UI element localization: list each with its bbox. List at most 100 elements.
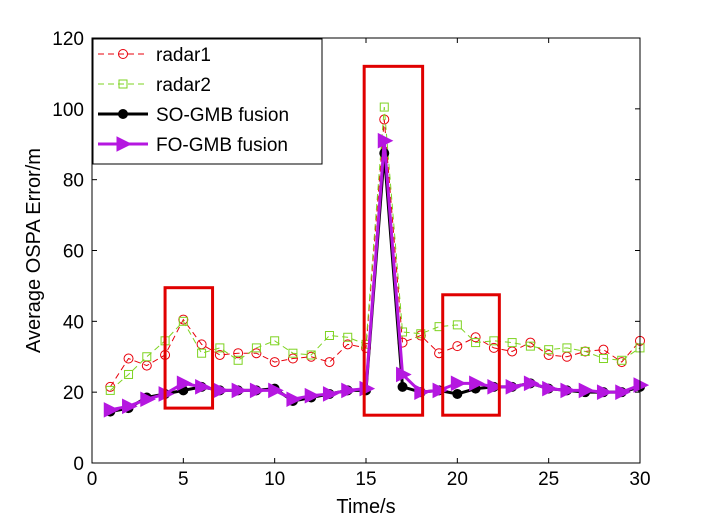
data-point	[450, 375, 467, 392]
data-point	[140, 391, 156, 408]
highlight-box	[362, 64, 425, 417]
series-radar2	[105, 102, 645, 395]
data-point	[270, 336, 280, 346]
data-point	[195, 379, 211, 395]
legend-item: SO-GMB fusion	[98, 105, 289, 126]
series-line	[109, 107, 641, 391]
data-point	[306, 350, 316, 360]
data-point	[249, 382, 266, 399]
data-point	[452, 320, 462, 330]
data-point	[397, 381, 408, 392]
data-point	[233, 348, 244, 359]
legend-label: radar1	[156, 45, 211, 66]
highlight-box	[163, 286, 215, 410]
data-point	[562, 343, 572, 353]
data-point	[288, 348, 298, 358]
data-point	[324, 331, 334, 340]
data-point	[544, 345, 554, 355]
data-point	[452, 388, 463, 399]
legend-item: radar2	[98, 75, 211, 96]
data-point	[176, 375, 193, 392]
data-point	[269, 357, 280, 368]
x-tick-label: 15	[355, 469, 376, 490]
data-point	[286, 391, 303, 408]
data-point	[525, 341, 535, 351]
data-point	[523, 375, 540, 392]
data-point	[124, 369, 134, 379]
data-point	[342, 339, 353, 350]
data-point	[633, 377, 650, 393]
data-point	[251, 343, 261, 353]
legend-label: radar2	[156, 75, 211, 96]
data-point	[231, 382, 248, 399]
data-point	[103, 402, 120, 418]
data-point	[452, 341, 463, 352]
data-point	[379, 114, 390, 125]
data-point	[322, 386, 339, 402]
data-point	[105, 385, 115, 395]
highlight-box	[441, 293, 501, 417]
data-point	[268, 382, 284, 399]
legend-label: FO-GMB fusion	[156, 135, 288, 156]
data-point	[213, 382, 229, 399]
data-point	[122, 398, 138, 415]
data-point	[432, 382, 449, 399]
y-tick-label: 0	[73, 454, 84, 475]
y-tick-label: 60	[63, 242, 84, 263]
data-point	[377, 132, 394, 149]
data-point	[596, 384, 613, 400]
data-point	[469, 375, 485, 392]
data-point	[233, 355, 243, 365]
y-tick-label: 80	[63, 171, 84, 192]
data-point	[343, 332, 353, 342]
x-tick-label: 20	[447, 469, 468, 490]
legend-marker	[118, 109, 128, 119]
data-point	[470, 332, 481, 343]
series-line	[109, 140, 641, 412]
data-point	[251, 348, 262, 359]
data-point	[578, 382, 595, 399]
data-point	[416, 329, 426, 339]
x-axis-label: Time/s	[336, 496, 395, 518]
data-point	[379, 102, 389, 112]
x-tick-label: 0	[87, 469, 98, 490]
legend-item: radar1	[98, 45, 211, 66]
data-point	[123, 353, 134, 364]
data-point	[341, 382, 357, 399]
data-point	[617, 355, 627, 365]
data-point	[214, 349, 225, 360]
data-point	[197, 348, 207, 358]
data-point	[396, 366, 412, 383]
ticks-layer: 0 5 10 15 20 25 30 0 20 40 60 80 100 120	[52, 29, 650, 490]
x-tick-label: 30	[629, 469, 650, 490]
legend: radar1 radar2 SO-GMB fusion FO-GMB fusion	[92, 38, 323, 165]
data-point	[507, 338, 517, 348]
data-point	[615, 384, 631, 400]
data-point	[287, 353, 298, 364]
data-point	[580, 346, 590, 356]
data-point	[304, 387, 321, 404]
legend-label: SO-GMB fusion	[156, 105, 289, 126]
legend-item: FO-GMB fusion	[98, 135, 288, 156]
legend-marker	[116, 136, 133, 152]
data-point	[178, 316, 188, 326]
data-point	[543, 349, 554, 360]
data-point	[142, 352, 152, 362]
data-point	[560, 382, 577, 399]
y-tick-label: 120	[52, 29, 84, 50]
series-fo-gmb-fusion	[103, 132, 650, 418]
data-point	[598, 354, 608, 364]
plot-layer	[103, 64, 650, 418]
y-axis-label: Average OSPA Error/m	[23, 148, 45, 353]
data-point	[487, 379, 503, 395]
x-tick-label: 10	[264, 469, 285, 490]
data-point	[215, 343, 225, 353]
legend-marker	[118, 49, 128, 59]
y-tick-label: 20	[63, 383, 84, 404]
legend-marker	[118, 79, 128, 89]
data-point	[471, 338, 481, 348]
data-point	[505, 379, 522, 395]
y-tick-label: 100	[52, 100, 84, 121]
data-point	[542, 380, 558, 397]
